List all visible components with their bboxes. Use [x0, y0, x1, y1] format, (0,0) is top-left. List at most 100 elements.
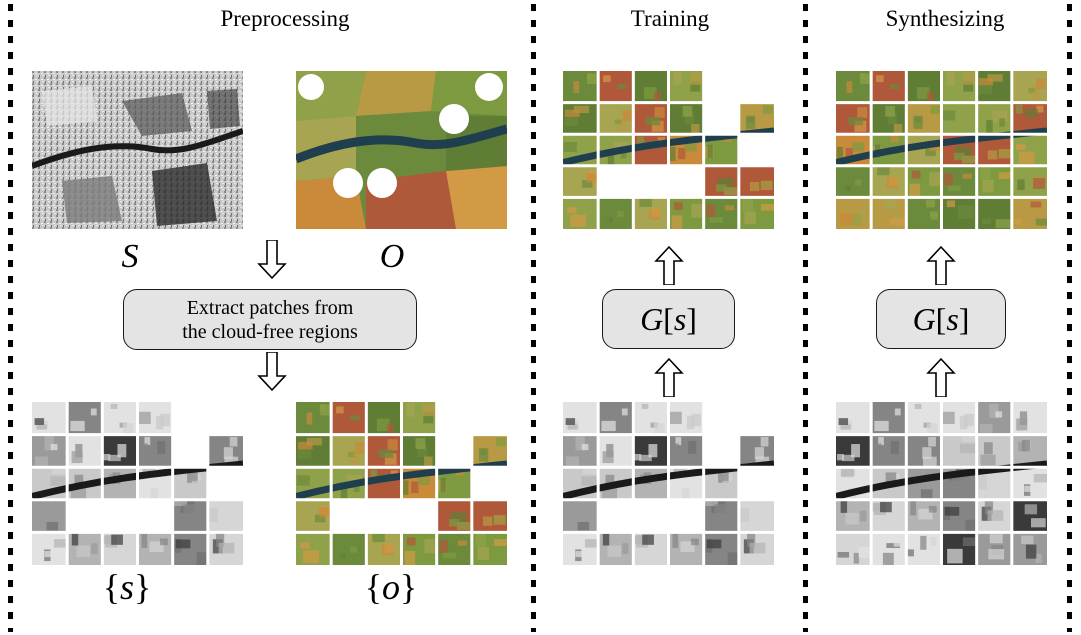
cloud-masked-patch: [598, 165, 634, 198]
label-optical-patches: {o}: [331, 566, 451, 608]
patch-texture: [890, 134, 899, 143]
patch-texture: [440, 477, 446, 492]
patch-texture: [930, 105, 941, 114]
patch-texture: [300, 542, 310, 549]
generator-box-training: G[s]: [602, 289, 735, 349]
patch-texture: [841, 454, 855, 462]
patch-texture: [110, 403, 118, 410]
patch-texture: [841, 184, 848, 195]
patch-texture: [995, 219, 1011, 229]
patch-texture: [859, 209, 867, 216]
divider-left: [8, 4, 13, 632]
patch-texture: [929, 211, 938, 220]
cloud-masked-patch: [633, 165, 669, 198]
patch-texture: [853, 552, 860, 564]
patch-texture: [979, 423, 993, 433]
patch-texture: [838, 418, 849, 425]
patch-texture: [306, 437, 323, 446]
patch-texture: [223, 447, 233, 460]
patch-texture: [173, 500, 188, 507]
patch-texture: [602, 451, 614, 464]
patch-texture: [1035, 553, 1042, 564]
patch-texture: [999, 118, 1005, 127]
optical-patches-synth: [836, 71, 1047, 229]
patch-texture: [566, 509, 582, 517]
patch-texture: [587, 73, 598, 84]
cloud-masked-patch: [102, 499, 138, 533]
patch-texture: [987, 74, 1003, 82]
patch-texture: [942, 411, 955, 424]
patch-texture: [882, 552, 894, 565]
patch-texture: [871, 503, 882, 512]
patch-texture: [71, 451, 83, 464]
label-optical: O: [379, 238, 405, 275]
patch-texture: [840, 212, 854, 226]
up-arrow-training-bottom: [654, 357, 684, 397]
patch-texture: [232, 501, 243, 515]
patch-texture: [907, 549, 914, 557]
patch-texture: [852, 142, 865, 152]
patch-texture: [654, 107, 665, 119]
patch-texture: [44, 550, 60, 558]
patch-texture: [1030, 85, 1041, 100]
patch-texture: [688, 441, 697, 454]
patch: [836, 165, 872, 198]
patch-texture: [480, 449, 487, 456]
patch-texture: [946, 71, 955, 86]
patch-texture: [920, 489, 933, 498]
patch-texture: [654, 72, 665, 83]
patch-texture: [577, 521, 590, 531]
patch-texture: [840, 469, 855, 477]
section-title-preprocessing: Preprocessing: [220, 6, 350, 31]
patch-texture: [417, 475, 430, 485]
patch-texture: [848, 116, 863, 126]
cloud-masked-patch: [401, 499, 437, 533]
patch-texture: [387, 403, 398, 414]
section-title-training: Training: [630, 6, 710, 31]
patch-texture: [845, 147, 853, 160]
patch-texture: [946, 200, 956, 208]
generator-s: s: [946, 300, 959, 337]
patch-texture: [858, 547, 871, 558]
cloud-masked-patch: [137, 499, 173, 533]
patch-texture: [962, 537, 978, 546]
patch-texture: [845, 512, 859, 525]
patch-texture: [641, 403, 649, 410]
patch-texture: [378, 449, 394, 459]
patch-texture: [157, 441, 166, 454]
generator-s: s: [673, 300, 687, 337]
patch-texture: [980, 454, 996, 469]
patch-texture: [930, 536, 937, 546]
patch-texture: [980, 166, 991, 180]
patch-texture: [871, 443, 882, 452]
patch-texture: [850, 214, 861, 226]
patch-texture: [954, 114, 961, 120]
patch-texture: [718, 472, 729, 483]
patch-texture: [370, 469, 378, 479]
patch-texture: [411, 481, 419, 494]
patch-texture: [984, 500, 994, 515]
cloud-masked-patch: [331, 499, 367, 533]
patch-texture: [355, 442, 366, 454]
patch-texture: [586, 172, 598, 183]
patch-texture: [102, 535, 114, 545]
patch-texture: [754, 447, 764, 460]
patch-texture: [691, 123, 700, 138]
cloud-masked-patch: [703, 102, 739, 135]
patch-texture: [927, 72, 938, 83]
patch-texture: [1016, 143, 1026, 150]
up-arrow-synth-top: [926, 245, 956, 285]
patch-texture: [690, 81, 701, 92]
patch-texture: [50, 476, 66, 486]
cloud-masked-patch: [738, 134, 774, 166]
patch-texture: [415, 438, 426, 450]
cloud-masked-patch: [738, 402, 774, 435]
patch-texture: [605, 474, 615, 487]
patch-texture: [603, 75, 611, 83]
patch-texture: [749, 182, 760, 192]
divider-training-synth: [803, 4, 808, 632]
cloud-masked-patch: [703, 434, 739, 468]
patch-texture: [387, 439, 398, 451]
patch-texture: [746, 533, 756, 547]
patch-texture: [959, 443, 976, 454]
